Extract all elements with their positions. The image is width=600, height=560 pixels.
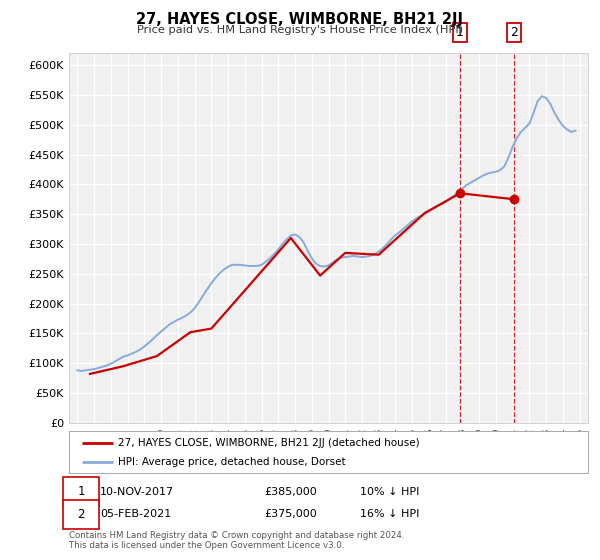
Text: 16% ↓ HPI: 16% ↓ HPI xyxy=(360,509,419,519)
Text: 10-NOV-2017: 10-NOV-2017 xyxy=(100,487,175,497)
Text: 1: 1 xyxy=(456,26,464,39)
Text: 10% ↓ HPI: 10% ↓ HPI xyxy=(360,487,419,497)
Text: 2: 2 xyxy=(77,507,85,521)
Text: 27, HAYES CLOSE, WIMBORNE, BH21 2JJ: 27, HAYES CLOSE, WIMBORNE, BH21 2JJ xyxy=(137,12,464,27)
Text: £375,000: £375,000 xyxy=(264,509,317,519)
Text: £385,000: £385,000 xyxy=(264,487,317,497)
Text: Contains HM Land Registry data © Crown copyright and database right 2024.
This d: Contains HM Land Registry data © Crown c… xyxy=(69,530,404,550)
Text: 27, HAYES CLOSE, WIMBORNE, BH21 2JJ (detached house): 27, HAYES CLOSE, WIMBORNE, BH21 2JJ (det… xyxy=(118,437,420,447)
Text: 2: 2 xyxy=(510,26,518,39)
Text: 1: 1 xyxy=(77,485,85,498)
Text: Price paid vs. HM Land Registry's House Price Index (HPI): Price paid vs. HM Land Registry's House … xyxy=(137,25,463,35)
Text: HPI: Average price, detached house, Dorset: HPI: Average price, detached house, Dors… xyxy=(118,457,346,467)
Text: 05-FEB-2021: 05-FEB-2021 xyxy=(100,509,172,519)
